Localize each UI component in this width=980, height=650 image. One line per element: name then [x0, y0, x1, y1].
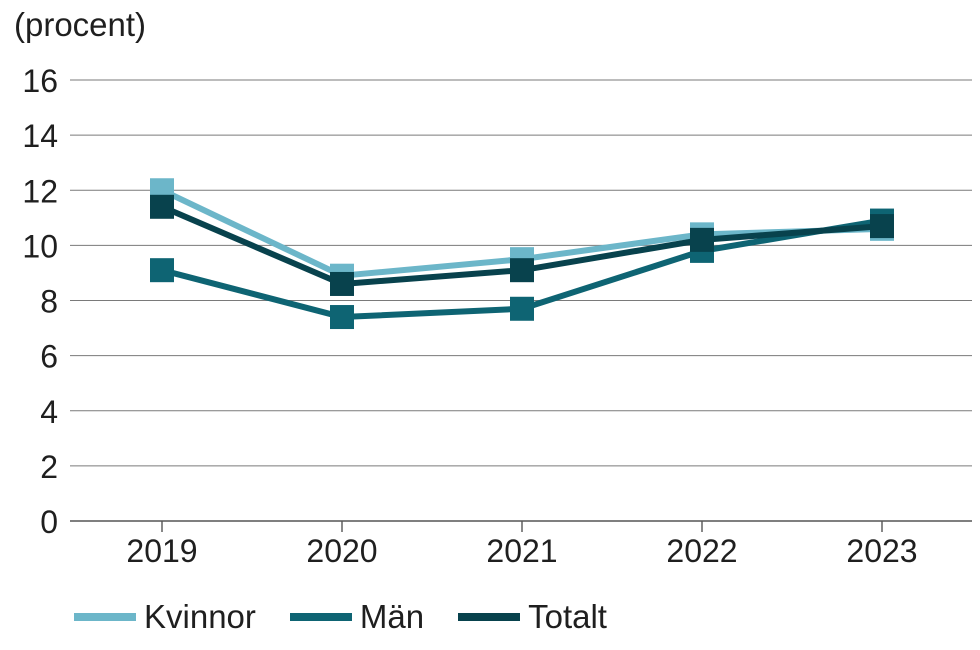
- series-markers: [150, 178, 894, 330]
- data-point: [330, 305, 354, 330]
- x-tick-label: 2022: [666, 533, 737, 569]
- data-point: [330, 271, 354, 296]
- y-axis-ticks: 0 2 4 6 8 10 12 14 16: [22, 63, 58, 540]
- x-tick-label: 2021: [486, 533, 557, 569]
- data-point: [510, 258, 534, 283]
- data-point: [150, 194, 174, 219]
- y-tick-label: 12: [22, 173, 58, 209]
- legend-swatch: [458, 613, 521, 621]
- x-tick-label: 2023: [846, 533, 917, 569]
- legend-label: Totalt: [528, 598, 607, 635]
- x-tick-label: 2019: [126, 533, 197, 569]
- legend-item-man: Män: [289, 598, 425, 636]
- y-tick-label: 6: [40, 339, 58, 375]
- y-tick-label: 14: [22, 118, 58, 154]
- gridlines: [70, 79, 972, 522]
- legend: Kvinnor Män Totalt: [74, 598, 641, 636]
- data-point: [690, 227, 714, 252]
- data-point: [150, 258, 174, 283]
- y-tick-label: 0: [40, 504, 58, 540]
- y-tick-label: 16: [22, 63, 58, 99]
- legend-item-totalt: Totalt: [458, 598, 607, 636]
- y-tick-label: 10: [22, 228, 58, 264]
- legend-label: Kvinnor: [144, 598, 256, 635]
- y-axis-unit-label: (procent): [14, 6, 147, 43]
- y-tick-label: 2: [40, 449, 58, 485]
- x-tick-label: 2020: [306, 533, 377, 569]
- y-tick-label: 8: [40, 284, 58, 320]
- data-point: [870, 214, 894, 239]
- x-axis: 2019 2020 2021 2022 2023: [126, 521, 918, 569]
- legend-swatch: [74, 613, 136, 621]
- legend-item-kvinnor: Kvinnor: [74, 598, 256, 636]
- data-point: [510, 296, 534, 321]
- legend-swatch: [289, 613, 352, 621]
- legend-label: Män: [359, 598, 425, 635]
- y-tick-label: 4: [40, 394, 58, 430]
